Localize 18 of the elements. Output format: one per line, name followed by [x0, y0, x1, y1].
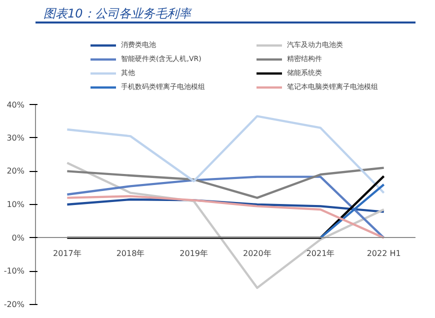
x-tick-label: 2018年	[116, 248, 145, 258]
x-tick-label: 2022 H1	[366, 248, 401, 258]
line-series	[66, 195, 385, 239]
x-tick-label: 2021年	[306, 248, 335, 258]
chart-title: 图表10：公司各业务毛利率	[44, 6, 193, 20]
y-tick-label: 0%	[12, 233, 25, 242]
line-series	[66, 115, 385, 194]
y-tick-label: 10%	[6, 200, 25, 209]
y-tick-label: 20%	[6, 166, 25, 176]
x-tick-label: 2020年	[242, 248, 272, 258]
y-tick-label: 40%	[6, 100, 25, 110]
y-tick-label: -20%	[4, 300, 25, 309]
x-tick-label: 2017年	[52, 248, 82, 258]
y-tick-label: -10%	[4, 266, 25, 276]
y-tick-label: 30%	[6, 133, 25, 142]
line-series	[66, 166, 385, 199]
line-series	[66, 198, 385, 213]
x-tick-label: 2019年	[180, 248, 208, 258]
